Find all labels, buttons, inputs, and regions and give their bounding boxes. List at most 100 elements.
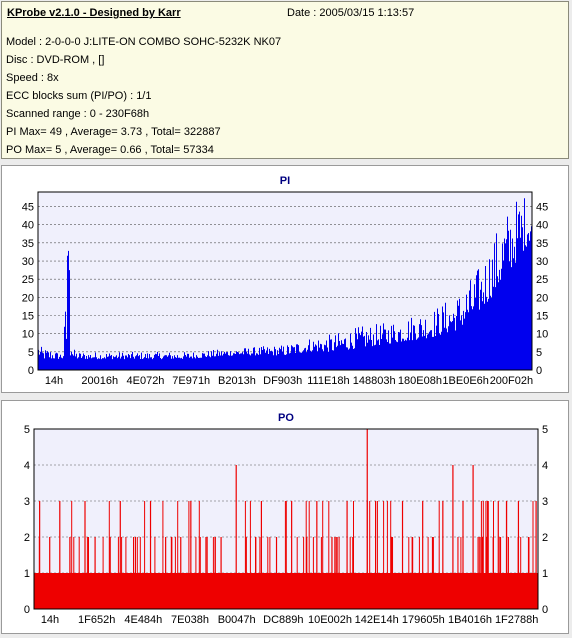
pi-xtick-label: 200F02h bbox=[490, 375, 533, 387]
po-spike bbox=[144, 501, 146, 573]
po-spike bbox=[149, 501, 152, 573]
disc-line: Disc : DVD-ROM , [] bbox=[6, 54, 105, 66]
po-spike bbox=[108, 501, 110, 573]
po-spike bbox=[391, 537, 392, 573]
app-title: KProbe v2.1.0 - Designed by Karr bbox=[7, 7, 181, 19]
po-spike bbox=[316, 501, 318, 573]
po-spike bbox=[195, 537, 197, 573]
po-spike bbox=[71, 501, 73, 573]
po-chart: PO 0 0 1 1 2 2 3 3 4 4 5 5 14h 1F652h 4E484h 7E038h B0047… bbox=[24, 412, 548, 626]
speed-line: Speed : 8x bbox=[6, 72, 59, 84]
po-spike bbox=[139, 537, 141, 573]
po-ytick-right: 4 bbox=[542, 460, 548, 472]
pi-chart-panel: PI 0 0 5 5 10 10 15 15 20 20 25 25 30 30 35 35 40 40 45 45 14… bbox=[1, 165, 569, 393]
po-spike bbox=[535, 501, 537, 573]
po-spike bbox=[336, 537, 338, 573]
po-spike bbox=[532, 501, 534, 573]
po-spike bbox=[487, 501, 489, 573]
po-spike bbox=[275, 537, 278, 573]
po-spike bbox=[506, 501, 508, 573]
po-spike bbox=[136, 537, 138, 573]
po-spike bbox=[427, 537, 429, 573]
po-spike bbox=[376, 501, 378, 573]
pi-ytick-right: 45 bbox=[536, 202, 548, 214]
pi-ytick-left: 0 bbox=[28, 365, 34, 377]
po-spike bbox=[442, 501, 444, 573]
pi-ytick-right: 15 bbox=[536, 311, 548, 323]
po-spike bbox=[320, 537, 322, 573]
po-spike bbox=[349, 537, 351, 573]
pi-xtick-label: 4E072h bbox=[127, 375, 165, 387]
po-spike bbox=[507, 537, 509, 573]
pi-xtick-label: 180E08h bbox=[398, 375, 442, 387]
pi-xtick-label: B2013h bbox=[218, 375, 256, 387]
po-spike bbox=[214, 537, 216, 573]
po-spike bbox=[306, 537, 308, 573]
po-spike bbox=[69, 537, 71, 573]
po-spike bbox=[460, 537, 462, 573]
po-spike bbox=[121, 537, 123, 573]
po-spike bbox=[133, 537, 134, 573]
po-ytick-left: 5 bbox=[24, 424, 30, 436]
po-spike bbox=[170, 537, 172, 573]
po-spike bbox=[220, 537, 222, 573]
po-spike bbox=[38, 537, 40, 573]
po-spike bbox=[408, 537, 410, 573]
po-spike bbox=[338, 537, 340, 573]
po-spike bbox=[312, 537, 314, 573]
po-xtick-label: 179605h bbox=[402, 614, 445, 626]
po-spike bbox=[291, 501, 293, 573]
po-spike bbox=[520, 537, 522, 573]
po-spike bbox=[206, 537, 208, 573]
po-spike bbox=[480, 501, 482, 573]
po-spike bbox=[369, 501, 371, 573]
po-ytick-right: 5 bbox=[542, 424, 548, 436]
po-ytick-left: 3 bbox=[24, 496, 30, 508]
po-xtick-label: 1B4016h bbox=[448, 614, 492, 626]
po-spike bbox=[188, 501, 190, 573]
pi-ytick-left: 15 bbox=[22, 311, 34, 323]
po-spike bbox=[171, 537, 173, 573]
pi-series-area bbox=[38, 198, 532, 370]
po-xtick-label: 14h bbox=[41, 614, 59, 626]
po-chart-panel: PO 0 0 1 1 2 2 3 3 4 4 5 5 14h 1F652h 4E484h 7E038h B0047… bbox=[1, 400, 569, 634]
po-spike bbox=[260, 501, 262, 573]
pi-chart-title: PI bbox=[280, 175, 290, 187]
po-spike bbox=[335, 537, 337, 573]
po-xtick-label: 142E14h bbox=[355, 614, 399, 626]
po-ytick-left: 4 bbox=[24, 460, 30, 472]
po-spike bbox=[259, 537, 261, 573]
po-spike bbox=[482, 537, 483, 573]
po-xtick-label: 4E484h bbox=[124, 614, 162, 626]
po-spike bbox=[422, 501, 424, 573]
pi-xtick-label: DF903h bbox=[263, 375, 302, 387]
pi-xtick-label: 1BE0E6h bbox=[442, 375, 488, 387]
po-spike bbox=[78, 537, 80, 573]
po-spike bbox=[528, 537, 530, 573]
pi-ytick-left: 40 bbox=[22, 220, 34, 232]
po-spike bbox=[134, 537, 136, 573]
po-spike bbox=[244, 501, 246, 573]
pi-ytick-right: 40 bbox=[536, 220, 548, 232]
pi-xtick-label: 7E971h bbox=[172, 375, 210, 387]
po-spike bbox=[497, 501, 499, 573]
pi-xtick-label: 111E18h bbox=[307, 375, 349, 387]
ecc-line: ECC blocks sum (PI/PO) : 1/1 bbox=[6, 90, 152, 102]
po-spike bbox=[472, 465, 474, 573]
pi-xtick-label: 14h bbox=[45, 375, 63, 387]
pi-ytick-right: 25 bbox=[536, 274, 548, 286]
po-spike bbox=[117, 537, 119, 573]
pi-ytick-right: 30 bbox=[536, 256, 548, 268]
po-spike bbox=[486, 501, 488, 573]
po-spike bbox=[477, 537, 479, 573]
po-spike bbox=[102, 537, 104, 573]
po-spike bbox=[73, 537, 75, 573]
po-spike bbox=[328, 501, 330, 573]
po-xtick-label: 1F2788h bbox=[495, 614, 538, 626]
po-ytick-left: 1 bbox=[24, 568, 30, 580]
po-xtick-label: 7E038h bbox=[171, 614, 209, 626]
po-spike bbox=[375, 501, 376, 573]
po-spike bbox=[432, 537, 434, 573]
po-spike bbox=[205, 537, 207, 573]
pi-ytick-left: 35 bbox=[22, 238, 34, 250]
